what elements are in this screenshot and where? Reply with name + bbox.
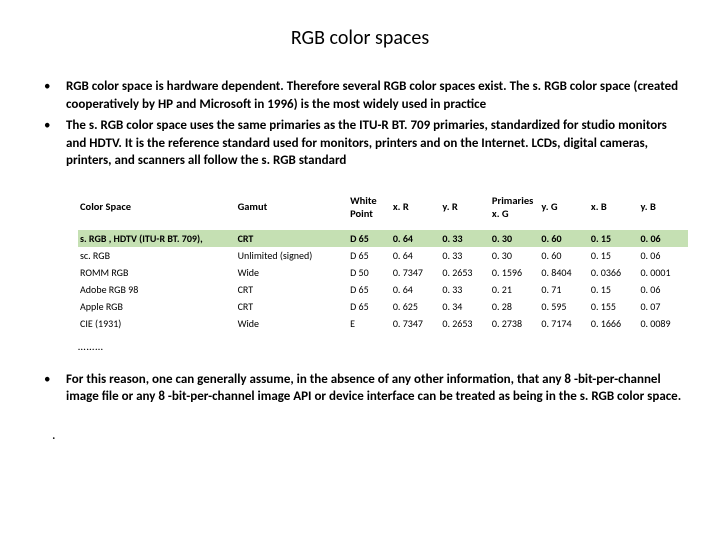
- cell-wp: D 65: [348, 230, 391, 247]
- table-row: sc. RGBUnlimited (signed)D 650. 640. 330…: [78, 247, 688, 264]
- cell-wp: D 50: [348, 264, 391, 281]
- bullet-item: For this reason, one can generally assum…: [52, 371, 690, 406]
- cell-xg: 0. 30: [490, 230, 540, 247]
- table-row: Apple RGBCRTD 650. 6250. 340. 280. 5950.…: [78, 298, 688, 315]
- table-body: s. RGB , HDTV (ITU-R BT. 709),CRTD 650. …: [78, 230, 688, 332]
- cell-yr: 0. 2653: [440, 315, 490, 332]
- table-row: s. RGB , HDTV (ITU-R BT. 709),CRTD 650. …: [78, 230, 688, 247]
- th-xg: Primaries x. G: [490, 190, 540, 230]
- cell-gm: CRT: [236, 298, 349, 315]
- page-title: RGB color spaces: [30, 26, 690, 50]
- bullet-item: The s. RGB color space uses the same pri…: [52, 117, 690, 170]
- cell-wp: D 65: [348, 281, 391, 298]
- table-header-row: Color Space Gamut White Point x. R y. R …: [78, 190, 688, 230]
- bullet-item: RGB color space is hardware dependent. T…: [52, 78, 690, 113]
- th-color-space: Color Space: [78, 190, 236, 230]
- cell-xb: 0. 15: [589, 247, 639, 264]
- cell-yg: 0. 71: [539, 281, 589, 298]
- cell-xr: 0. 64: [391, 247, 441, 264]
- cell-xb: 0. 15: [589, 230, 639, 247]
- th-xb: x. B: [589, 190, 639, 230]
- table-row: Adobe RGB 98CRTD 650. 640. 330. 210. 710…: [78, 281, 688, 298]
- cell-xr: 0. 64: [391, 230, 441, 247]
- cell-xb: 0. 1666: [589, 315, 639, 332]
- cell-yb: 0. 0001: [638, 264, 688, 281]
- color-space-table: Color Space Gamut White Point x. R y. R …: [78, 190, 690, 332]
- cell-cs: s. RGB , HDTV (ITU-R BT. 709),: [78, 230, 236, 247]
- cell-xr: 0. 64: [391, 281, 441, 298]
- cell-xr: 0. 7347: [391, 315, 441, 332]
- cell-yb: 0. 06: [638, 281, 688, 298]
- cell-wp: D 65: [348, 298, 391, 315]
- cell-xg: 0. 28: [490, 298, 540, 315]
- cell-gm: Unlimited (signed): [236, 247, 349, 264]
- cell-cs: ROMM RGB: [78, 264, 236, 281]
- cell-gm: CRT: [236, 230, 349, 247]
- cell-xb: 0. 155: [589, 298, 639, 315]
- cell-yr: 0. 2653: [440, 264, 490, 281]
- cell-yr: 0. 34: [440, 298, 490, 315]
- cell-yr: 0. 33: [440, 247, 490, 264]
- th-yb: y. B: [638, 190, 688, 230]
- cell-yg: 0. 60: [539, 230, 589, 247]
- cell-xg: 0. 21: [490, 281, 540, 298]
- cell-yr: 0. 33: [440, 281, 490, 298]
- ellipsis: ………: [30, 340, 690, 353]
- cell-cs: CIE (1931): [78, 315, 236, 332]
- orphan-dot: .: [30, 426, 690, 443]
- cell-xb: 0. 15: [589, 281, 639, 298]
- cell-cs: Apple RGB: [78, 298, 236, 315]
- table-row: ROMM RGBWideD 500. 73470. 26530. 15960. …: [78, 264, 688, 281]
- cell-yb: 0. 06: [638, 230, 688, 247]
- th-yg: y. G: [539, 190, 589, 230]
- cell-wp: E: [348, 315, 391, 332]
- cell-gm: CRT: [236, 281, 349, 298]
- cell-yg: 0. 8404: [539, 264, 589, 281]
- cell-gm: Wide: [236, 264, 349, 281]
- th-yr: y. R: [440, 190, 490, 230]
- cell-yb: 0. 06: [638, 247, 688, 264]
- th-white-point: White Point: [348, 190, 391, 230]
- cell-cs: Adobe RGB 98: [78, 281, 236, 298]
- cell-gm: Wide: [236, 315, 349, 332]
- th-xr: x. R: [391, 190, 441, 230]
- th-gamut: Gamut: [236, 190, 349, 230]
- cell-xg: 0. 30: [490, 247, 540, 264]
- cell-yg: 0. 595: [539, 298, 589, 315]
- cell-yg: 0. 7174: [539, 315, 589, 332]
- cell-xr: 0. 7347: [391, 264, 441, 281]
- table-row: CIE (1931)WideE0. 73470. 26530. 27380. 7…: [78, 315, 688, 332]
- cell-xg: 0. 2738: [490, 315, 540, 332]
- cell-yr: 0. 33: [440, 230, 490, 247]
- cell-wp: D 65: [348, 247, 391, 264]
- cell-xg: 0. 1596: [490, 264, 540, 281]
- bullets-bottom: For this reason, one can generally assum…: [30, 371, 690, 406]
- cell-yb: 0. 0089: [638, 315, 688, 332]
- cell-yg: 0. 60: [539, 247, 589, 264]
- cell-xr: 0. 625: [391, 298, 441, 315]
- bullets-top: RGB color space is hardware dependent. T…: [30, 78, 690, 170]
- cell-cs: sc. RGB: [78, 247, 236, 264]
- cell-yb: 0. 07: [638, 298, 688, 315]
- cell-xb: 0. 0366: [589, 264, 639, 281]
